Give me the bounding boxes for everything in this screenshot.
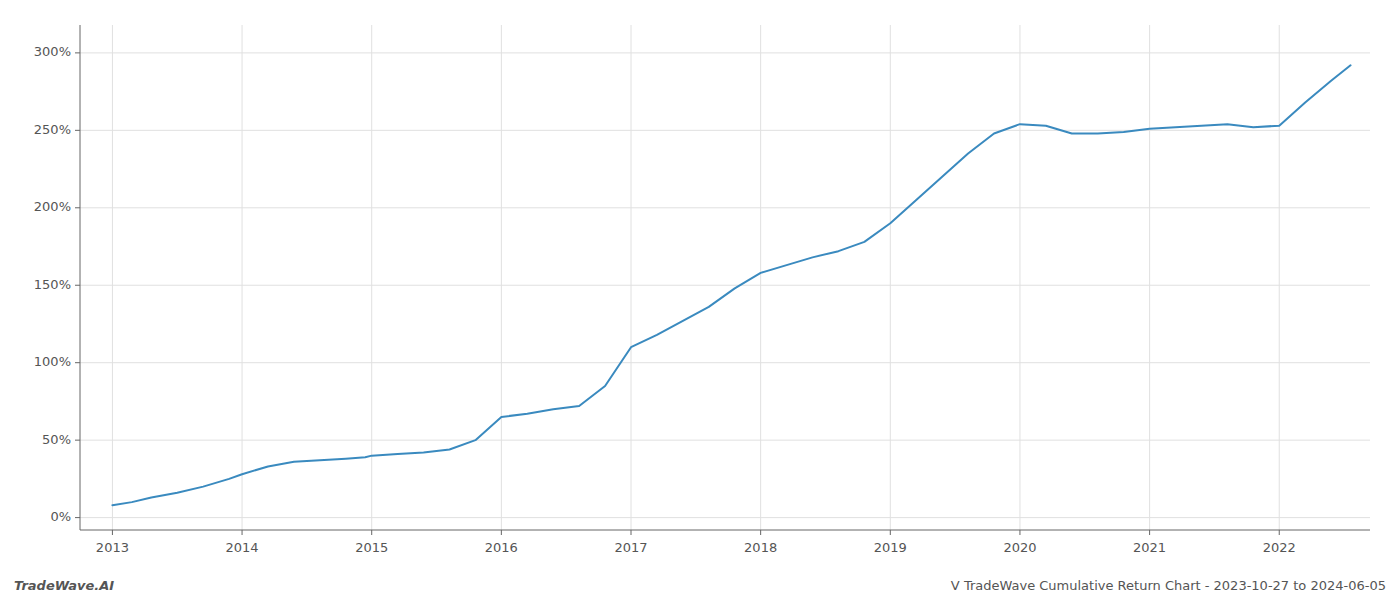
x-tick bbox=[501, 530, 502, 535]
x-tick-label: 2014 bbox=[226, 540, 259, 555]
footnote-right: V TradeWave Cumulative Return Chart - 20… bbox=[951, 578, 1386, 593]
y-grid-line bbox=[80, 52, 1370, 53]
chart: 0% 50% 100% 150% 200% 250% 300% 2013 2014 2015 201… bbox=[0, 0, 1400, 600]
y-grid-line bbox=[80, 517, 1370, 518]
y-grid-line bbox=[80, 130, 1370, 131]
x-tick bbox=[371, 530, 372, 535]
y-grid-line bbox=[80, 285, 1370, 286]
x-tick-label: 2016 bbox=[485, 540, 518, 555]
y-grid-line bbox=[80, 207, 1370, 208]
y-tick bbox=[75, 285, 80, 286]
y-tick bbox=[75, 517, 80, 518]
x-tick-label: 2017 bbox=[614, 540, 647, 555]
y-grid-line bbox=[80, 440, 1370, 441]
x-tick bbox=[112, 530, 113, 535]
y-tick-label: 0% bbox=[50, 509, 71, 524]
x-grid-line bbox=[1019, 25, 1020, 530]
y-axis-line bbox=[80, 25, 81, 530]
y-grid-line bbox=[80, 362, 1370, 363]
x-grid-line bbox=[371, 25, 372, 530]
x-tick-label: 2021 bbox=[1133, 540, 1166, 555]
x-grid-line bbox=[890, 25, 891, 530]
y-tick-label: 50% bbox=[42, 432, 71, 447]
x-tick-label: 2015 bbox=[355, 540, 388, 555]
y-tick bbox=[75, 130, 80, 131]
axes: 0% 50% 100% 150% 200% 250% 300% 2013 2014 2015 201… bbox=[34, 25, 1370, 555]
x-grid-line bbox=[1279, 25, 1280, 530]
grid bbox=[80, 25, 1370, 530]
data bbox=[112, 65, 1350, 505]
x-tick bbox=[890, 530, 891, 535]
x-tick bbox=[631, 530, 632, 535]
y-tick bbox=[75, 362, 80, 363]
y-tick-label: 200% bbox=[34, 199, 71, 214]
background bbox=[0, 0, 1400, 600]
y-tick-label: 100% bbox=[34, 354, 71, 369]
y-tick-label: 150% bbox=[34, 277, 71, 292]
x-grid-line bbox=[631, 25, 632, 530]
x-grid-line bbox=[1149, 25, 1150, 530]
line bbox=[112, 65, 1350, 505]
x-tick-label: 2020 bbox=[1003, 540, 1036, 555]
x-tick bbox=[242, 530, 243, 535]
x-tick bbox=[1149, 530, 1150, 535]
x-tick bbox=[760, 530, 761, 535]
footnotes: TradeWave.AI V TradeWave Cumulative Retur… bbox=[14, 578, 1386, 593]
x-tick bbox=[1279, 530, 1280, 535]
x-tick-label: 2018 bbox=[744, 540, 777, 555]
y-tick bbox=[75, 52, 80, 53]
x-grid-line bbox=[112, 25, 113, 530]
page: {"chart_data": { "type": "line", "annota… bbox=[0, 0, 1400, 600]
x-tick-label: 2019 bbox=[874, 540, 907, 555]
y-tick bbox=[75, 207, 80, 208]
x-grid-line bbox=[242, 25, 243, 530]
x-axis-line bbox=[80, 530, 1370, 531]
y-tick bbox=[75, 440, 80, 441]
x-tick-label: 2013 bbox=[96, 540, 129, 555]
y-tick-label: 300% bbox=[34, 44, 71, 59]
y-tick-label: 250% bbox=[34, 122, 71, 137]
x-tick bbox=[1019, 530, 1020, 535]
x-tick-label: 2022 bbox=[1263, 540, 1296, 555]
x-grid-line bbox=[501, 25, 502, 530]
x-grid-line bbox=[760, 25, 761, 530]
footnote-left: TradeWave.AI bbox=[14, 578, 114, 593]
